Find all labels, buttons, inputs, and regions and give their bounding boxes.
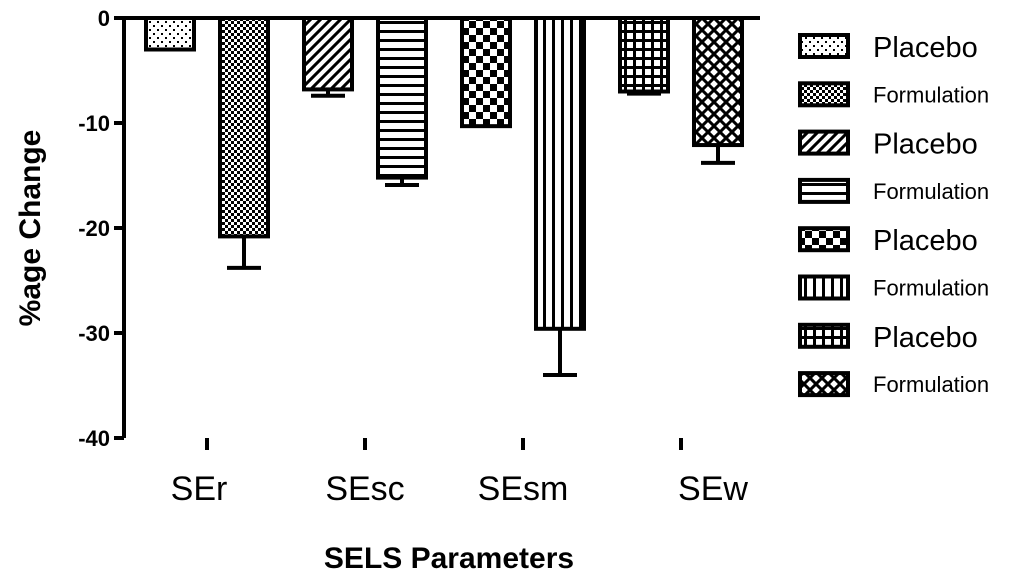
y-tick-label: -40 <box>78 426 110 451</box>
legend-swatch <box>798 129 850 156</box>
category-labels-group: SEr SEsc SEsm SEw <box>171 438 748 508</box>
legend-label: Formulation <box>873 372 989 397</box>
bars-group <box>144 16 744 331</box>
legend-swatch <box>798 226 850 253</box>
legend-swatch <box>798 274 850 301</box>
bar-sesc-formulation <box>376 16 428 180</box>
legend: Placebo Formulation Placebo Formulation Plac… <box>798 32 989 398</box>
legend-swatch <box>798 322 850 349</box>
bar-sew-formulation <box>692 16 744 148</box>
legend-swatch <box>798 81 850 108</box>
legend-swatch <box>798 177 850 204</box>
category-label: SEw <box>678 470 748 508</box>
legend-label: Placebo <box>873 32 978 64</box>
y-tick-label: -30 <box>78 321 110 346</box>
y-axis-title: %age Change <box>14 130 47 327</box>
legend-swatch <box>798 371 850 398</box>
bar-ser-formulation <box>218 16 270 239</box>
legend-label: Formulation <box>873 276 989 301</box>
legend-label: Formulation <box>873 82 989 107</box>
legend-swatch <box>798 33 850 59</box>
error-bars-group <box>227 89 735 377</box>
legend-label: Placebo <box>873 225 978 257</box>
bar-ser-placebo <box>144 16 196 52</box>
bar-sesc-placebo <box>302 16 354 92</box>
y-tick-label: -20 <box>78 216 110 241</box>
bar-sesm-formulation <box>534 16 586 331</box>
x-axis-title: SELS Parameters <box>324 542 574 575</box>
bar-sesm-placebo <box>460 16 512 129</box>
category-label: SEsm <box>478 470 569 508</box>
legend-label: Placebo <box>873 129 978 161</box>
y-tick-label: -10 <box>78 111 110 136</box>
category-label: SEsc <box>325 470 404 508</box>
y-ticks-group: 0 -10 -20 -30 -40 <box>78 6 124 451</box>
legend-label: Placebo <box>873 322 978 354</box>
legend-label: Formulation <box>873 179 989 204</box>
bar-sew-placebo <box>618 16 670 94</box>
y-tick-label: 0 <box>98 6 110 31</box>
category-label: SEr <box>171 470 228 508</box>
